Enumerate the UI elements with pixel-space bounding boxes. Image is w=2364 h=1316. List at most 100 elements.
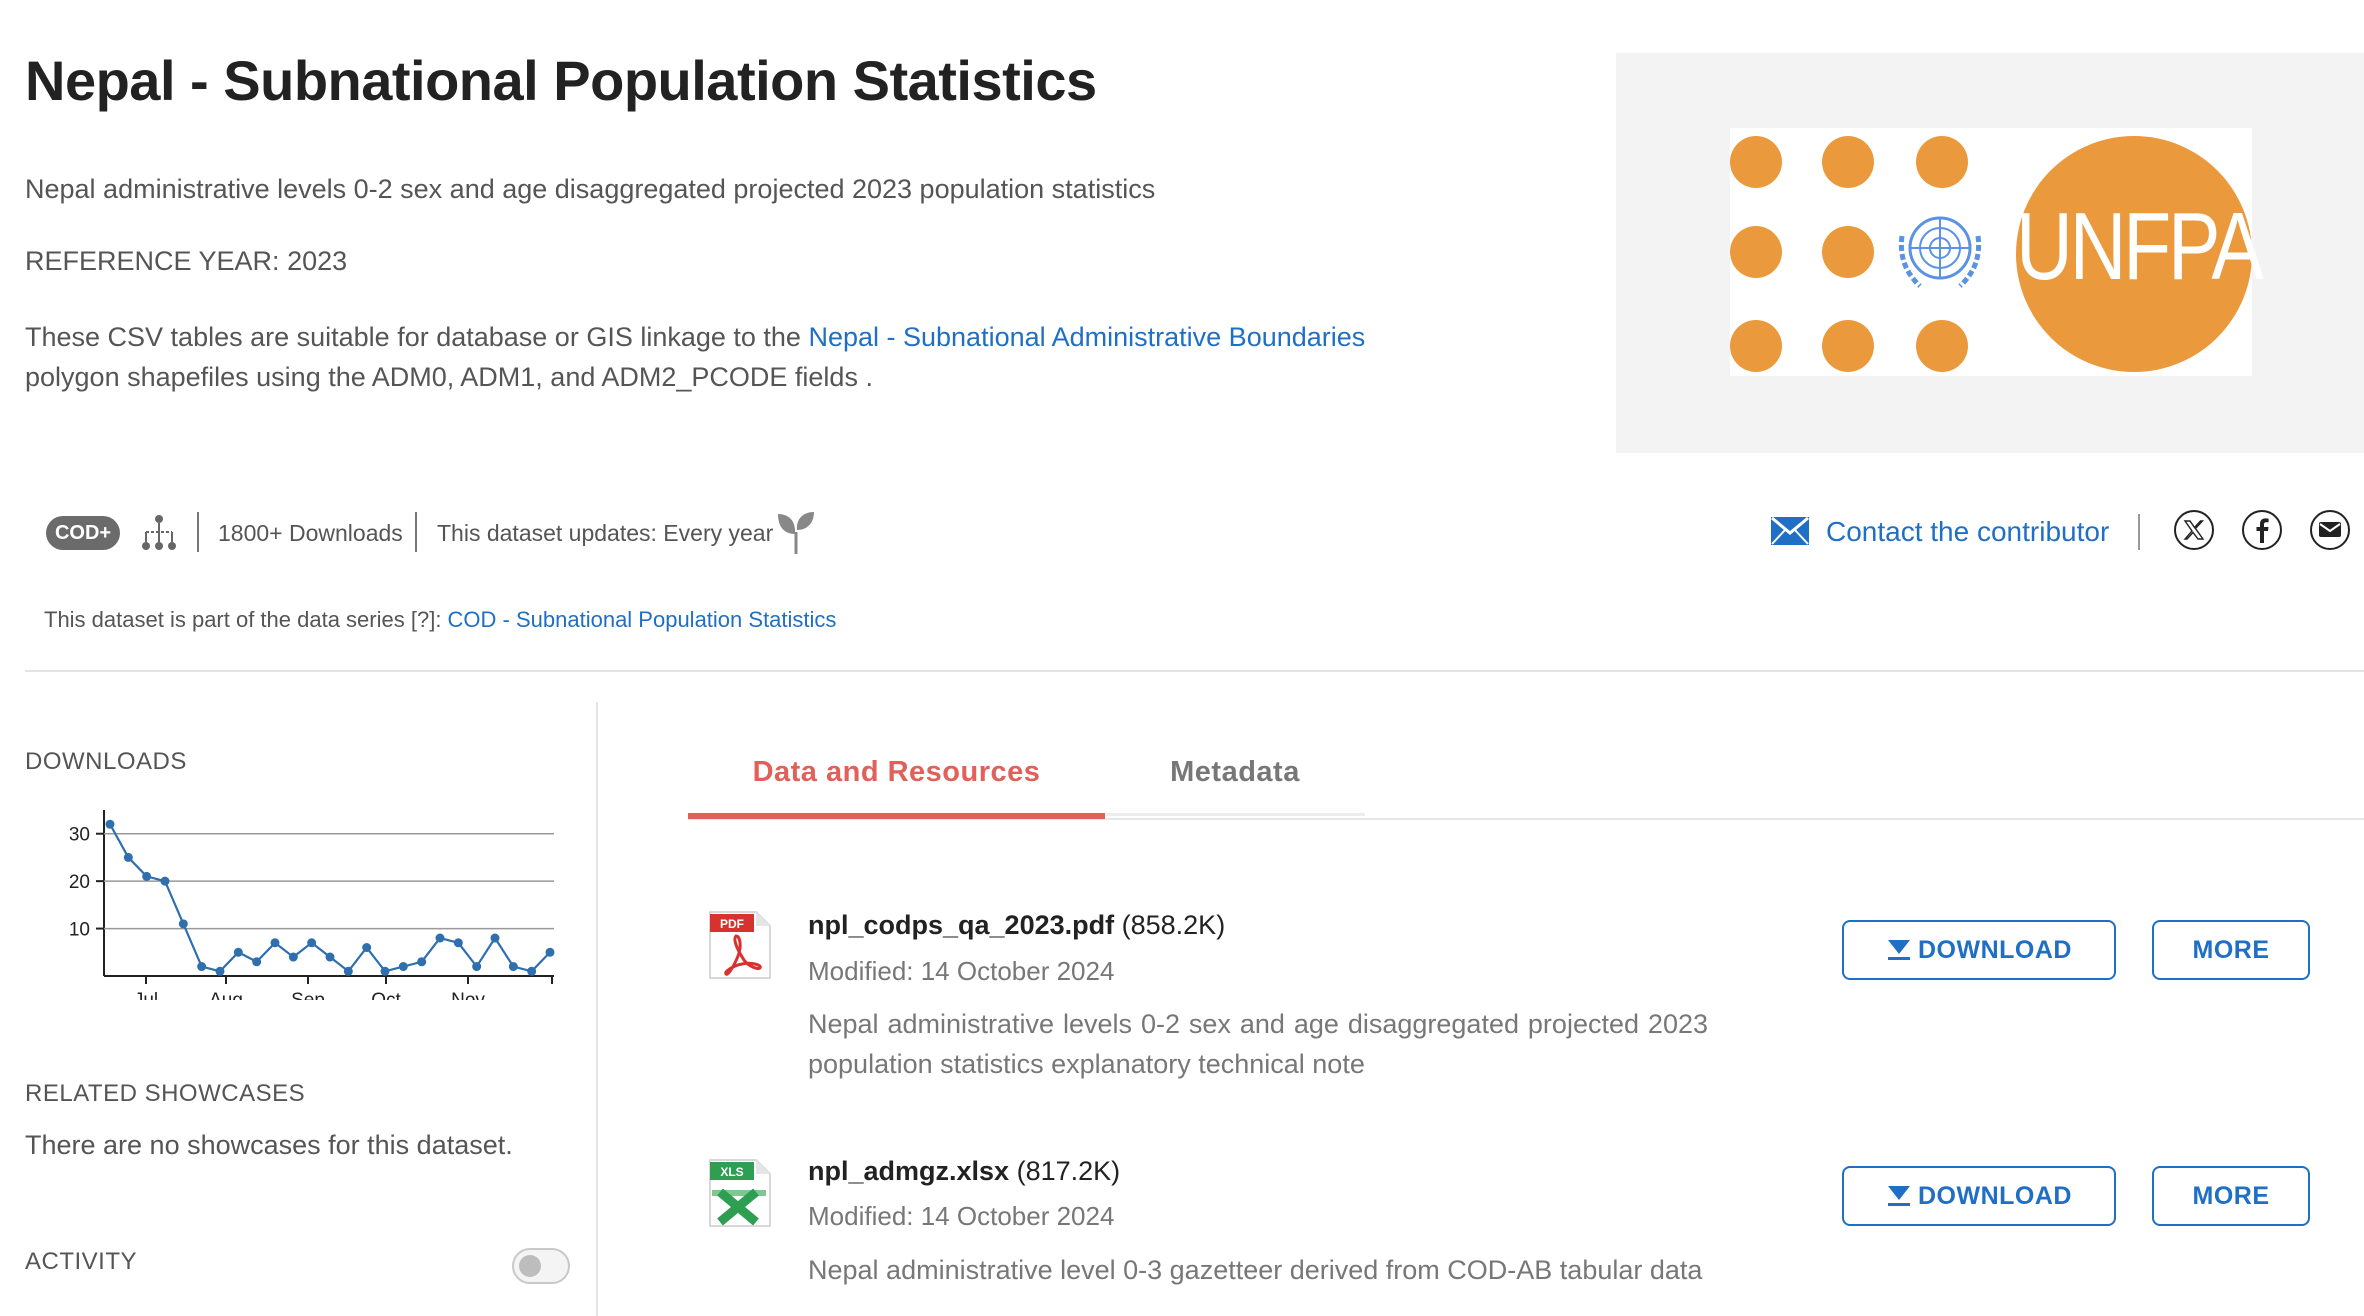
data-point — [325, 952, 335, 962]
download-button[interactable]: DOWNLOAD — [1842, 1166, 2116, 1226]
downloads-series-line — [109, 823, 551, 973]
more-button[interactable]: MORE — [2152, 1166, 2310, 1226]
no-showcases-message: There are no showcases for this dataset. — [25, 1130, 513, 1160]
data-point — [527, 966, 537, 976]
data-point — [105, 819, 115, 829]
download-button[interactable]: DOWNLOAD — [1842, 920, 2116, 980]
xls-file-icon: XLS — [709, 1159, 771, 1227]
unfpa-wordmark: UNFPA — [2016, 193, 2264, 300]
x-tick-label: Aug — [209, 990, 243, 1000]
hierarchy-icon[interactable] — [140, 514, 178, 552]
logo-dot — [1822, 136, 1874, 188]
data-point — [142, 871, 152, 881]
logo-dot — [1730, 226, 1782, 278]
section-divider — [25, 670, 2364, 672]
data-point — [233, 947, 243, 957]
leaf-icon — [778, 512, 814, 554]
x-icon — [2183, 520, 2205, 540]
activity-toggle[interactable] — [512, 1248, 570, 1284]
x-share-button[interactable] — [2174, 510, 2214, 550]
data-point — [417, 957, 427, 967]
active-tab-indicator — [688, 813, 1105, 819]
data-point — [215, 966, 225, 976]
data-point — [178, 919, 188, 929]
download-arrow-icon — [1888, 1186, 1910, 1207]
resource-filename[interactable]: npl_codps_qa_2023.pdf — [808, 910, 1115, 940]
resource-modified-date: Modified: 14 October 2024 — [808, 1201, 1115, 1231]
un-emblem-icon — [1898, 216, 1982, 288]
resource-modified-date: Modified: 14 October 2024 — [808, 956, 1115, 986]
dataset-description: These CSV tables are suitable for databa… — [25, 317, 1465, 397]
divider — [197, 512, 199, 552]
data-series-link[interactable]: COD - Subnational Population Statistics — [447, 607, 837, 632]
mail-icon[interactable] — [1770, 516, 1810, 546]
description-text-before: These CSV tables are suitable for databa… — [25, 322, 809, 352]
unfpa-logo: UNFPA — [1730, 128, 2264, 376]
email-share-button[interactable] — [2310, 510, 2350, 550]
toggle-knob — [519, 1255, 541, 1277]
data-point — [270, 938, 280, 948]
x-tick-label: Nov — [451, 990, 485, 1000]
page-title: Nepal - Subnational Population Statistic… — [25, 49, 1097, 112]
resource-size: (817.2K) — [1016, 1156, 1121, 1186]
unfpa-circle — [2016, 136, 2252, 372]
tab-metadata[interactable]: Metadata — [1170, 756, 1300, 788]
resource-size: (858.2K) — [1121, 910, 1226, 940]
download-button-label: DOWNLOAD — [1918, 1182, 2072, 1210]
data-point — [380, 966, 390, 976]
divider — [2138, 514, 2140, 550]
cod-plus-badge[interactable]: COD+ — [46, 516, 120, 550]
reference-year: REFERENCE YEAR: 2023 — [25, 246, 348, 276]
resource-name: npl_codps_qa_2023.pdf (858.2K) — [808, 910, 1225, 941]
divider — [415, 512, 417, 552]
downloads-chart: 10 20 30 Jul Aug Sep Oct Nov — [69, 810, 555, 1000]
dataset-subtitle: Nepal administrative levels 0-2 sex and … — [25, 174, 1156, 204]
x-tick-label: Sep — [291, 990, 325, 1000]
data-point — [160, 876, 170, 886]
facebook-share-button[interactable] — [2242, 510, 2282, 550]
y-tick-label: 20 — [69, 872, 90, 893]
resource-name: npl_admgz.xlsx (817.2K) — [808, 1156, 1120, 1187]
data-point — [252, 957, 262, 967]
xls-icon-label: XLS — [720, 1165, 743, 1179]
pdf-icon-label: PDF — [720, 917, 744, 931]
data-point — [197, 962, 207, 972]
pdf-file-icon: PDF — [709, 911, 771, 979]
facebook-icon — [2256, 518, 2269, 543]
update-frequency: This dataset updates: Every year — [437, 520, 774, 546]
tab-underline — [1105, 813, 1365, 816]
data-point — [288, 952, 298, 962]
data-point — [362, 943, 372, 953]
downloads-heading: DOWNLOADS — [25, 748, 187, 775]
data-point — [508, 962, 518, 972]
logo-dot — [1916, 136, 1968, 188]
logo-dot — [1730, 136, 1782, 188]
tabs-baseline — [688, 818, 2364, 820]
boundaries-link[interactable]: Nepal - Subnational Administrative Bound… — [808, 322, 1366, 352]
data-point — [123, 852, 133, 862]
more-button[interactable]: MORE — [2152, 920, 2310, 980]
data-point — [545, 947, 555, 957]
data-series-line: This dataset is part of the data series … — [44, 607, 836, 633]
y-tick-label: 10 — [69, 920, 90, 941]
data-point — [343, 966, 353, 976]
activity-heading: ACTIVITY — [25, 1248, 138, 1275]
column-divider — [596, 702, 598, 1316]
tab-data-and-resources[interactable]: Data and Resources — [752, 756, 1041, 788]
data-point — [453, 938, 463, 948]
data-point — [490, 933, 500, 943]
data-point — [307, 938, 317, 948]
data-point — [398, 962, 408, 972]
resource-description: Nepal administrative levels 0-2 sex and … — [808, 1009, 1708, 1079]
contact-contributor-link[interactable]: Contact the contributor — [1826, 516, 2110, 547]
x-tick-label: Oct — [371, 990, 401, 1000]
download-arrow-icon — [1888, 940, 1910, 961]
logo-dot — [1916, 320, 1968, 372]
resource-filename[interactable]: npl_admgz.xlsx — [808, 1156, 1010, 1186]
logo-dot — [1822, 226, 1874, 278]
logo-dot — [1822, 320, 1874, 372]
resource-description: Nepal administrative level 0-3 gazetteer… — [808, 1255, 1703, 1285]
data-point — [472, 962, 482, 972]
description-text-after: polygon shapefiles using the ADM0, ADM1,… — [25, 362, 873, 392]
downloads-count: 1800+ Downloads — [218, 520, 403, 546]
